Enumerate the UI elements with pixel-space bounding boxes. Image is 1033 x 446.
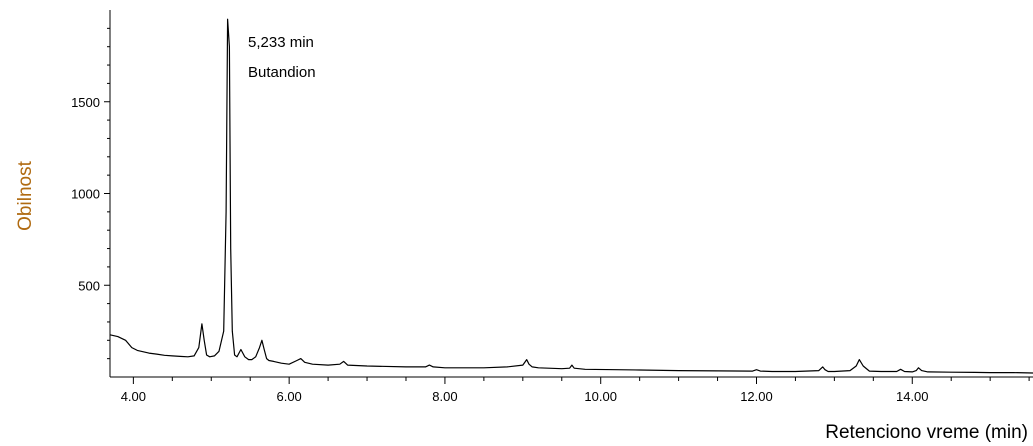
ticks: 4.00 6.00 8.00 10.00 12.00 14.00 500 1000 1500 <box>71 27 1030 404</box>
x-axis-label: Retenciono vreme (min) <box>825 422 1028 443</box>
x-tick-label: 8.00 <box>432 389 457 404</box>
x-tick-label: 4.00 <box>121 389 146 404</box>
x-tick-label: 12.00 <box>740 389 773 404</box>
x-tick-label: 10.00 <box>584 389 617 404</box>
y-axis-label: Obilnost <box>15 160 36 230</box>
annotation: 5,233 min Butandion <box>248 34 316 81</box>
x-tick-label: 6.00 <box>276 389 301 404</box>
y-tick-label: 1500 <box>71 95 100 110</box>
plot-area <box>109 18 1033 374</box>
x-tick-label: 14.00 <box>896 389 929 404</box>
peak-annotation-time: 5,233 min <box>248 34 314 51</box>
y-tick-label: 500 <box>78 278 100 293</box>
y-tick-label: 1000 <box>71 187 100 202</box>
peak-annotation-name: Butandion <box>248 64 316 81</box>
series-line-0 <box>109 18 1033 374</box>
